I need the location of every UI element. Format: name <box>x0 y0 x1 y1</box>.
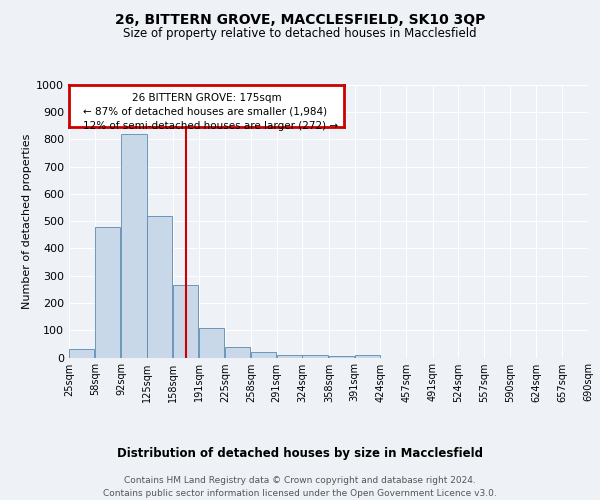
Text: Distribution of detached houses by size in Macclesfield: Distribution of detached houses by size … <box>117 448 483 460</box>
Bar <box>277 355 302 358</box>
Text: 26, BITTERN GROVE, MACCLESFIELD, SK10 3QP: 26, BITTERN GROVE, MACCLESFIELD, SK10 3Q… <box>115 12 485 26</box>
Bar <box>147 216 172 358</box>
Bar <box>199 328 224 358</box>
Bar <box>251 352 276 358</box>
Text: Contains HM Land Registry data © Crown copyright and database right 2024.: Contains HM Land Registry data © Crown c… <box>124 476 476 485</box>
Y-axis label: Number of detached properties: Number of detached properties <box>22 134 32 309</box>
Bar <box>69 350 94 358</box>
Text: Contains public sector information licensed under the Open Government Licence v3: Contains public sector information licen… <box>103 489 497 498</box>
Bar <box>302 356 328 358</box>
Bar <box>355 356 380 358</box>
Bar <box>329 356 354 358</box>
Bar <box>95 226 120 358</box>
Bar <box>121 134 146 358</box>
Bar <box>225 347 250 358</box>
Bar <box>173 286 198 358</box>
Text: Size of property relative to detached houses in Macclesfield: Size of property relative to detached ho… <box>123 28 477 40</box>
